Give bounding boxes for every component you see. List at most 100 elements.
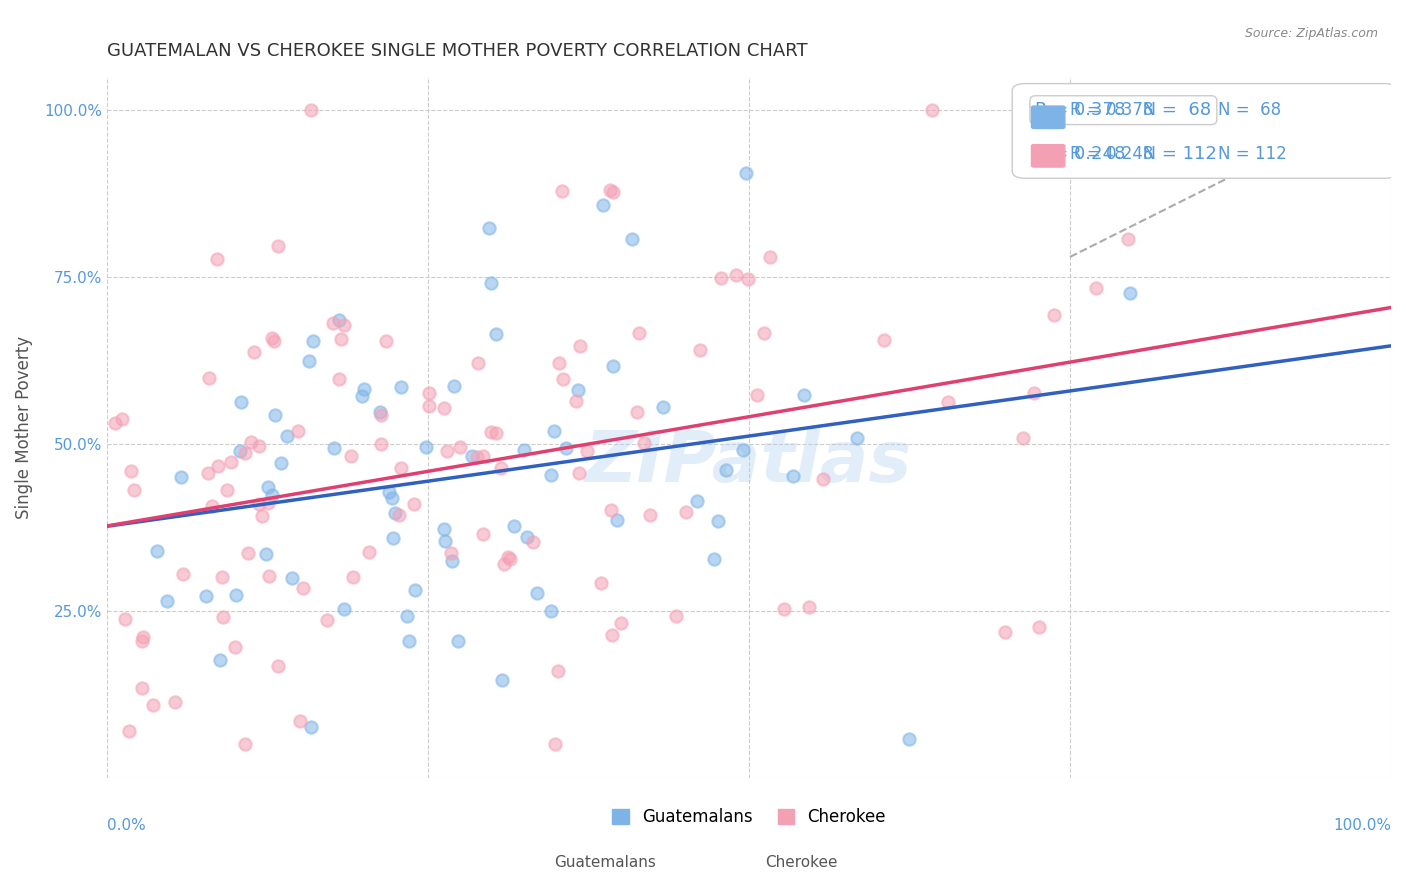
- Point: [240, 434, 263, 449]
- Point: [472, 449, 495, 463]
- Point: [568, 466, 591, 480]
- Point: [229, 394, 252, 409]
- Point: [415, 440, 437, 454]
- Point: [404, 582, 426, 597]
- Text: GUATEMALAN VS CHEROKEE SINGLE MOTHER POVERTY CORRELATION CHART: GUATEMALAN VS CHEROKEE SINGLE MOTHER POV…: [107, 42, 807, 60]
- Point: [243, 345, 266, 359]
- Point: [384, 506, 406, 520]
- Point: [898, 731, 921, 746]
- Point: [353, 382, 375, 396]
- Point: [433, 401, 456, 416]
- Point: [328, 312, 350, 326]
- Text: R = 0.248: R = 0.248: [1070, 145, 1153, 163]
- Point: [516, 530, 538, 544]
- Point: [299, 720, 322, 734]
- Point: [472, 527, 495, 541]
- Point: [342, 570, 364, 584]
- Point: [710, 271, 733, 285]
- Point: [733, 442, 755, 457]
- Point: [575, 443, 598, 458]
- Point: [370, 409, 392, 423]
- Point: [120, 464, 142, 478]
- Point: [494, 558, 516, 572]
- Point: [599, 183, 621, 197]
- Point: [229, 444, 252, 458]
- Point: [247, 439, 270, 453]
- Point: [315, 613, 337, 627]
- Text: 100.0%: 100.0%: [1333, 819, 1391, 833]
- Point: [236, 546, 259, 560]
- Point: [212, 610, 235, 624]
- Point: [496, 549, 519, 564]
- Point: [247, 497, 270, 511]
- Point: [491, 673, 513, 687]
- Point: [374, 334, 396, 349]
- Point: [281, 572, 304, 586]
- Point: [299, 103, 322, 117]
- Point: [436, 443, 458, 458]
- Point: [543, 424, 565, 438]
- Point: [290, 714, 312, 728]
- Point: [402, 497, 425, 511]
- Point: [921, 103, 943, 117]
- Point: [339, 449, 361, 463]
- Point: [233, 738, 256, 752]
- Point: [555, 441, 578, 455]
- Point: [745, 387, 768, 401]
- Point: [155, 594, 177, 608]
- Point: [205, 252, 228, 266]
- Point: [224, 640, 246, 655]
- Point: [675, 505, 697, 519]
- Point: [638, 508, 661, 522]
- Point: [1116, 231, 1139, 245]
- Point: [418, 386, 440, 401]
- Point: [197, 466, 219, 480]
- Point: [782, 468, 804, 483]
- Point: [526, 586, 548, 600]
- Point: [793, 388, 815, 402]
- Point: [263, 408, 285, 422]
- Point: [686, 493, 709, 508]
- Point: [592, 198, 614, 212]
- Point: [398, 634, 420, 648]
- Point: [114, 612, 136, 626]
- Point: [724, 268, 747, 283]
- Point: [714, 463, 737, 477]
- Point: [433, 522, 456, 536]
- Point: [330, 332, 353, 346]
- Point: [465, 450, 488, 464]
- Point: [163, 695, 186, 709]
- Point: [689, 343, 711, 358]
- Point: [322, 441, 344, 455]
- FancyBboxPatch shape: [1032, 106, 1064, 128]
- Point: [172, 566, 194, 581]
- Point: [263, 334, 285, 349]
- Point: [1085, 281, 1108, 295]
- Point: [254, 547, 277, 561]
- Point: [651, 400, 673, 414]
- Point: [381, 531, 404, 545]
- Point: [378, 485, 401, 500]
- Point: [209, 652, 232, 666]
- Text: N = 112: N = 112: [1218, 145, 1286, 163]
- Point: [350, 389, 373, 403]
- Point: [257, 495, 280, 509]
- Point: [449, 440, 471, 454]
- Point: [104, 416, 127, 430]
- Point: [872, 333, 894, 347]
- Point: [610, 615, 633, 630]
- Point: [621, 232, 644, 246]
- Point: [434, 533, 457, 548]
- Point: [479, 425, 502, 440]
- Point: [478, 220, 501, 235]
- Point: [302, 334, 325, 348]
- Point: [602, 359, 624, 373]
- FancyBboxPatch shape: [1032, 145, 1064, 167]
- FancyBboxPatch shape: [1012, 84, 1398, 178]
- Point: [1011, 431, 1033, 445]
- Point: [219, 455, 242, 469]
- Point: [547, 664, 569, 678]
- Point: [797, 600, 820, 615]
- Point: [287, 424, 309, 438]
- Point: [479, 276, 502, 290]
